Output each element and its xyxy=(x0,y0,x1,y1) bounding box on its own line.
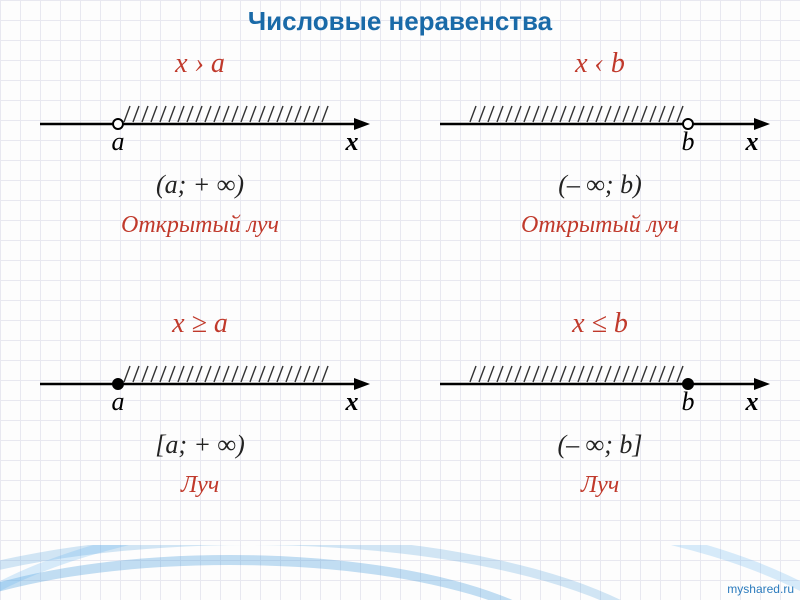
point-label: b xyxy=(682,387,695,416)
panel-top-left: x › aax(a; + ∞)Открытый луч xyxy=(10,40,390,300)
number-line: ax xyxy=(30,350,370,420)
point-label: b xyxy=(682,127,695,156)
inequality-label: x ≥ a xyxy=(10,308,390,340)
axis-label: x xyxy=(745,387,759,416)
axis-label: x xyxy=(345,127,359,156)
ray-kind-label: Открытый луч xyxy=(410,212,790,239)
interval-label: (a; + ∞) xyxy=(10,170,390,200)
panel-top-right: x ‹ bbx(– ∞; b)Открытый луч xyxy=(410,40,790,300)
ray-kind-label: Открытый луч xyxy=(10,212,390,239)
page-title: Числовые неравенства xyxy=(0,6,800,37)
point-label: a xyxy=(112,387,125,416)
panel-bottom-left: x ≥ aax[a; + ∞)Луч xyxy=(10,300,390,560)
inequality-label: x › a xyxy=(10,48,390,80)
inequality-label: x ≤ b xyxy=(410,308,790,340)
panel-bottom-right: x ≤ bbx(– ∞; b]Луч xyxy=(410,300,790,560)
point-label: a xyxy=(112,127,125,156)
axis-label: x xyxy=(745,127,759,156)
bottom-decoration xyxy=(0,545,800,600)
number-line: ax xyxy=(30,90,370,160)
interval-label: (– ∞; b) xyxy=(410,170,790,200)
interval-label: (– ∞; b] xyxy=(410,430,790,460)
axis-label: x xyxy=(345,387,359,416)
number-line: bx xyxy=(430,350,770,420)
corner-link: myshared.ru xyxy=(727,582,794,596)
number-line: bx xyxy=(430,90,770,160)
ray-kind-label: Луч xyxy=(10,472,390,499)
ray-kind-label: Луч xyxy=(410,472,790,499)
interval-label: [a; + ∞) xyxy=(10,430,390,460)
inequality-label: x ‹ b xyxy=(410,48,790,80)
